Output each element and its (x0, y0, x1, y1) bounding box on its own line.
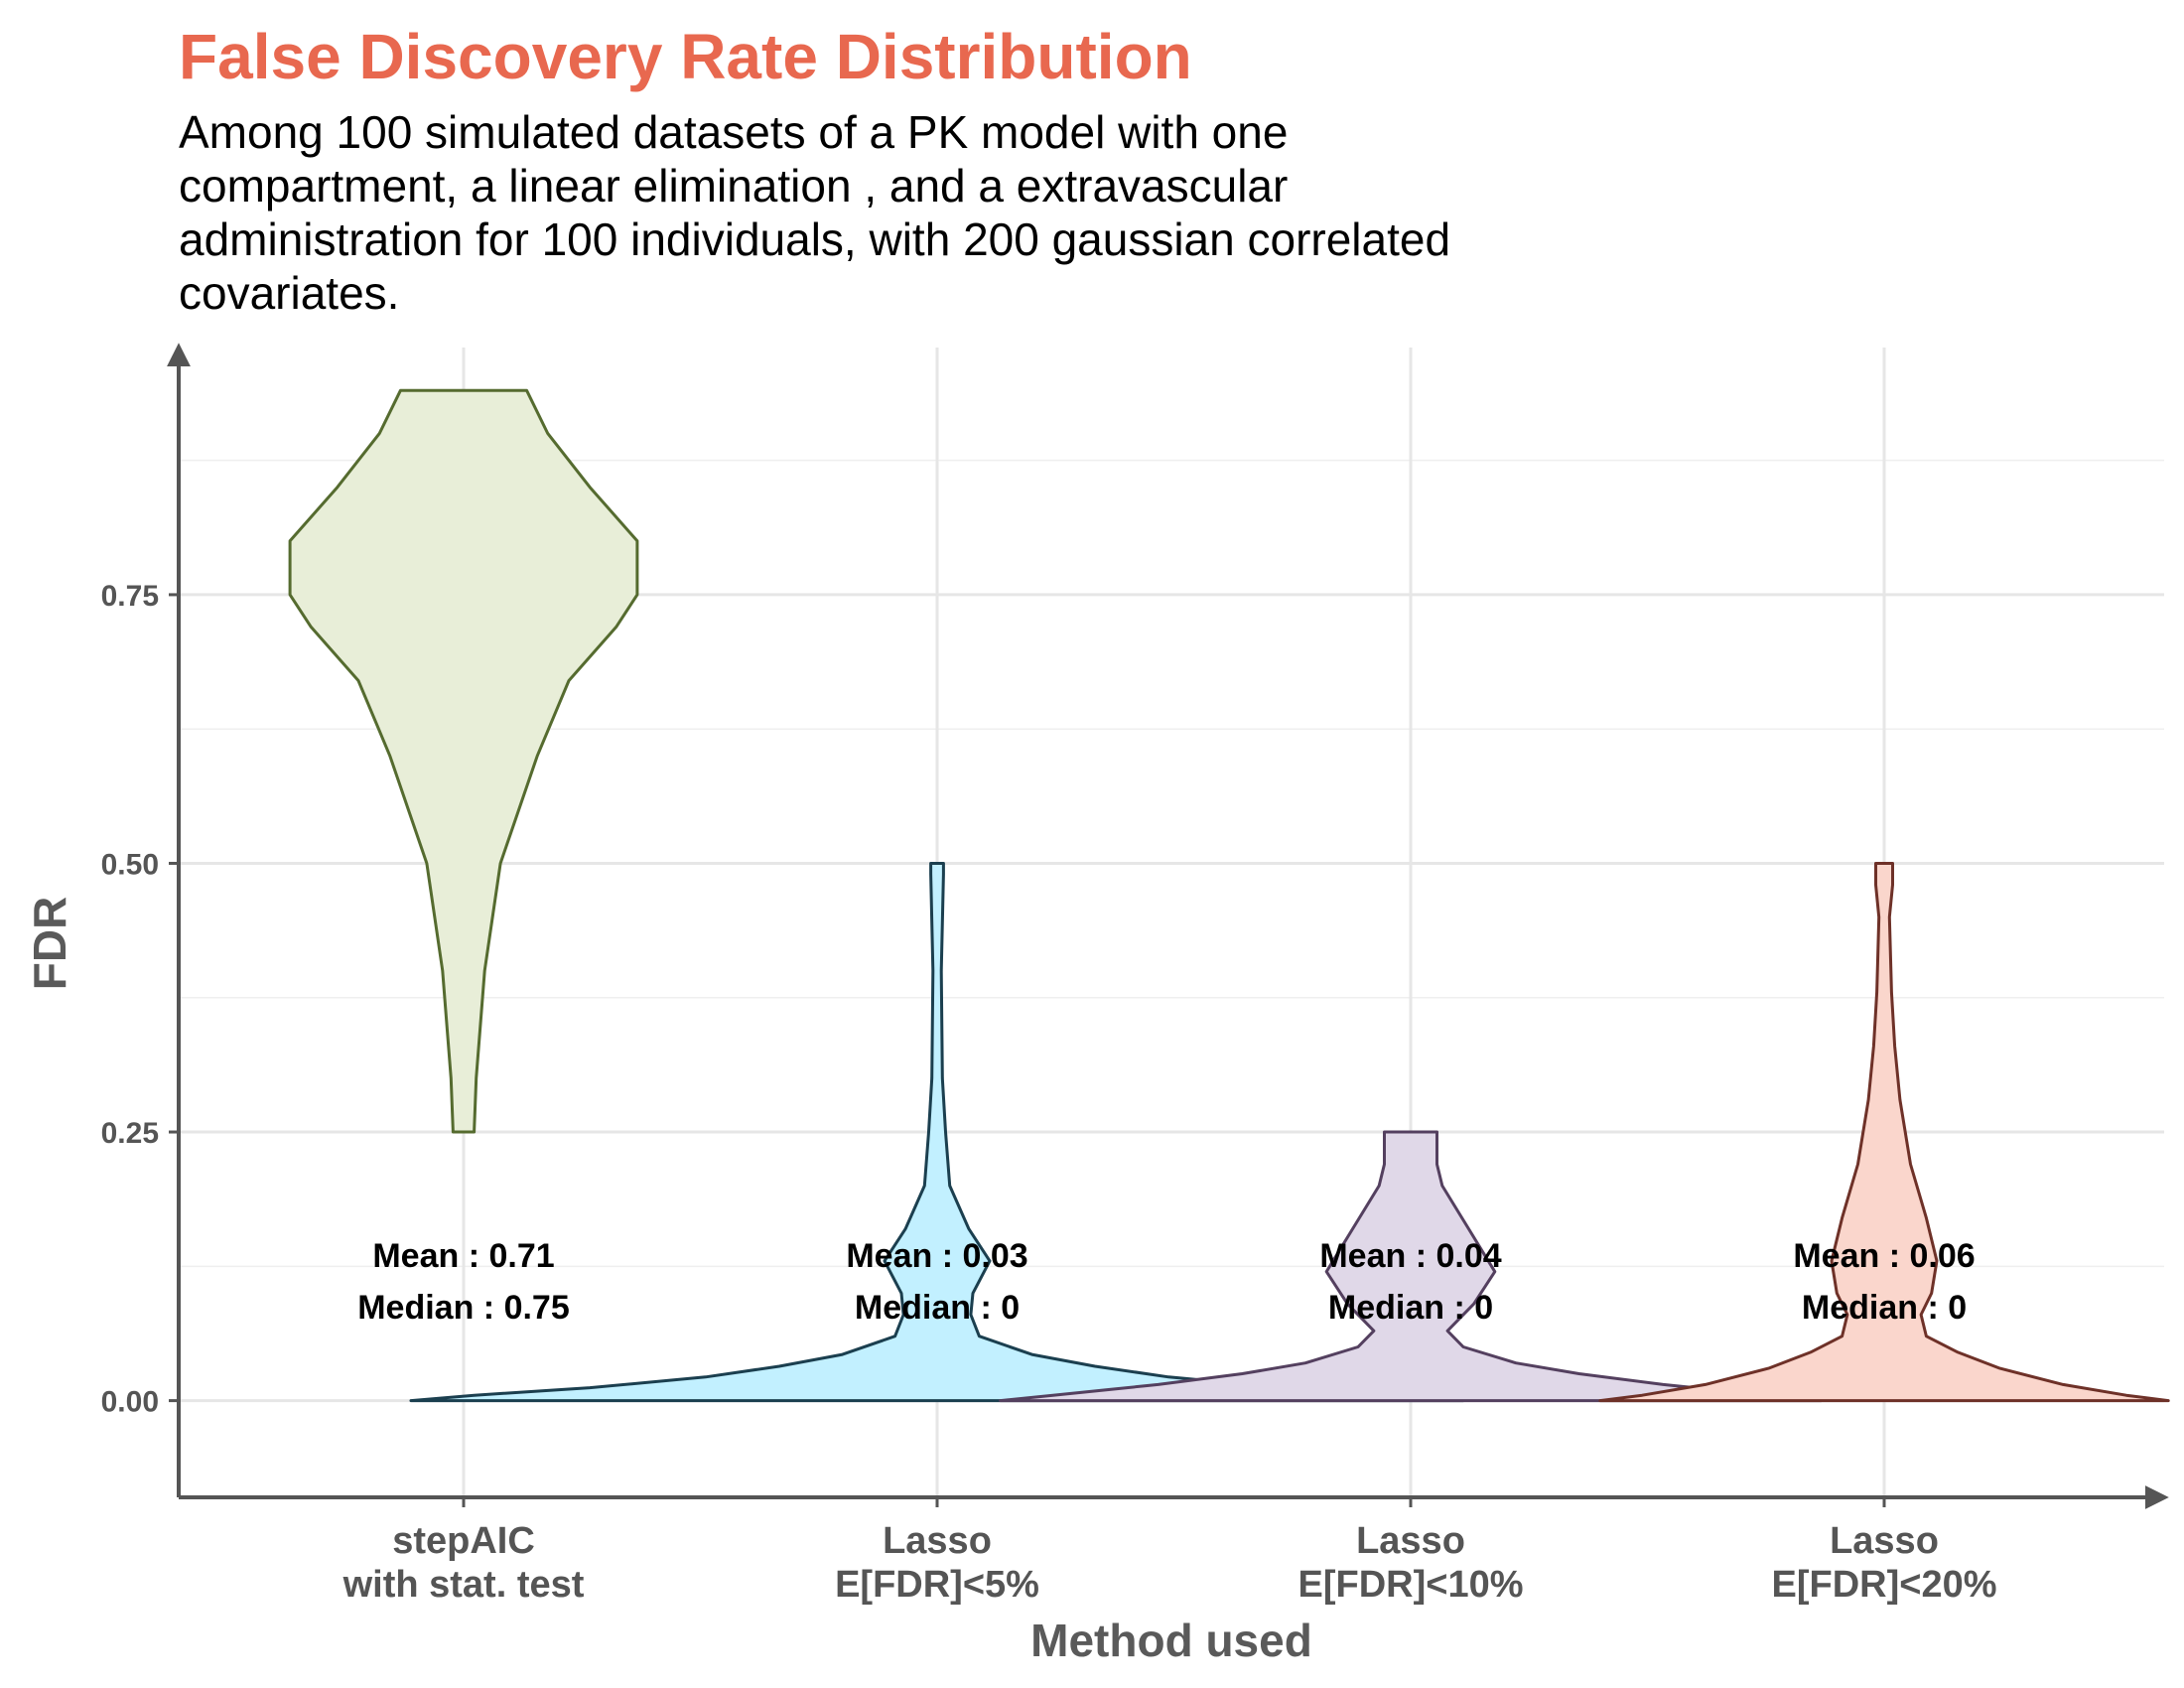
median-annotation: Median : 0.75 (357, 1289, 570, 1327)
x-tick-label-line2: with stat. test (342, 1564, 585, 1606)
mean-annotation: Mean : 0.06 (1793, 1237, 1975, 1275)
chart-subtitle: Among 100 simulated datasets of a PK mod… (179, 106, 1451, 319)
x-tick-label-line2: E[FDR]<5% (835, 1564, 1039, 1606)
x-tick-label-line1: Lasso (1356, 1520, 1465, 1562)
y-tick-label: 0.75 (101, 580, 159, 613)
violin-shape (409, 862, 1465, 1403)
axes (167, 343, 2169, 1509)
chart-title: False Discovery Rate Distribution (179, 21, 1192, 92)
mean-annotation: Mean : 0.03 (846, 1237, 1027, 1275)
median-annotation: Median : 0 (855, 1289, 1020, 1327)
violin-shape (999, 1130, 1823, 1403)
y-tick-label: 0.00 (101, 1386, 159, 1419)
y-axis-title: FDR (24, 897, 75, 991)
x-axis-title: Method used (1030, 1615, 1312, 1666)
x-tick-label-line2: E[FDR]<10% (1298, 1564, 1524, 1606)
violin-shape (288, 388, 639, 1134)
mean-annotation: Mean : 0.71 (372, 1237, 554, 1275)
mean-annotation: Mean : 0.04 (1319, 1237, 1501, 1275)
y-tick-label: 0.25 (101, 1117, 159, 1150)
x-tick-label-line2: E[FDR]<20% (1772, 1564, 1997, 1606)
x-tick-label-line1: stepAIC (392, 1520, 535, 1562)
violins (288, 388, 2170, 1403)
x-tick-label-line1: Lasso (883, 1520, 992, 1562)
annotations: Mean : 0.71 Median : 0.75 Mean : 0.03 Media… (357, 1237, 1975, 1327)
y-tick-label: 0.50 (101, 848, 159, 881)
y-ticks: 0.00 0.25 0.50 0.75 (101, 580, 179, 1419)
violin-shape (1598, 862, 2170, 1403)
x-tick-label-line1: Lasso (1830, 1520, 1939, 1562)
median-annotation: Median : 0 (1802, 1289, 1967, 1327)
median-annotation: Median : 0 (1328, 1289, 1493, 1327)
